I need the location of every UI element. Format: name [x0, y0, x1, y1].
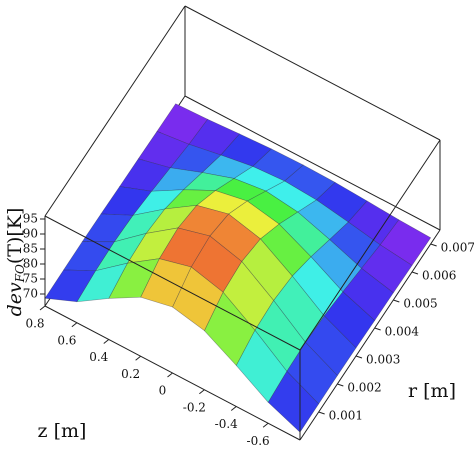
- z-tick-label: 95: [23, 212, 38, 226]
- y-tick: [393, 299, 400, 303]
- x-tick: [135, 355, 141, 361]
- y-tick-label: 0.005: [403, 297, 437, 311]
- y-axis-label: r [m]: [408, 380, 456, 402]
- x-tick-label: 0: [159, 384, 167, 398]
- surface-patch: [44, 269, 97, 303]
- y-tick: [411, 271, 419, 275]
- z-tick-label: 90: [23, 227, 38, 241]
- z-tick-label: 70: [23, 287, 38, 301]
- x-tick: [103, 339, 110, 344]
- box-edge: [299, 229, 441, 441]
- y-tick-label: 0.006: [422, 269, 456, 283]
- box-edge: [299, 139, 441, 351]
- box-edge: [184, 5, 441, 141]
- y-tick: [355, 355, 363, 359]
- x-tick: [167, 372, 173, 378]
- x-tick-label: 0.4: [89, 350, 108, 364]
- y-tick-label: 0.001: [329, 409, 363, 423]
- z-tick-label: 80: [23, 257, 38, 271]
- z-label-main: dev: [4, 282, 26, 316]
- surface-patch: [119, 158, 171, 192]
- y-tick-label: 0.004: [385, 325, 420, 339]
- box-edge: [44, 5, 186, 217]
- z-axis-label: devFO(T)[K]: [4, 208, 27, 317]
- x-tick: [39, 305, 46, 311]
- surface-patch: [63, 241, 115, 272]
- box-edge: [44, 215, 301, 351]
- x-tick-label: -0.2: [183, 400, 206, 414]
- x-tick: [71, 322, 78, 328]
- box-edge: [184, 95, 441, 231]
- x-tick-label: -0.4: [215, 417, 239, 431]
- y-tick: [318, 411, 325, 415]
- x-tick-label: 0.6: [57, 333, 76, 347]
- y-tick-label: 0.002: [347, 381, 381, 395]
- x-tick: [230, 406, 237, 411]
- z-tick-label: 75: [23, 272, 38, 286]
- y-tick: [337, 383, 344, 387]
- z-label-sub: FO: [13, 264, 27, 283]
- y-tick-label: 0.003: [366, 353, 400, 367]
- x-tick: [199, 389, 205, 395]
- z-tick-label: 85: [23, 242, 38, 256]
- y-tick: [374, 327, 381, 331]
- x-tick-label: 0.2: [121, 367, 140, 381]
- x-tick-label: -0.6: [247, 434, 270, 448]
- x-tick: [262, 422, 269, 428]
- y-tick-label: 0.007: [441, 241, 474, 255]
- x-axis-label: z [m]: [38, 420, 87, 442]
- x-tick-label: 0.8: [25, 317, 44, 331]
- y-tick: [430, 243, 437, 247]
- z-label-rest: (T)[K]: [4, 208, 26, 265]
